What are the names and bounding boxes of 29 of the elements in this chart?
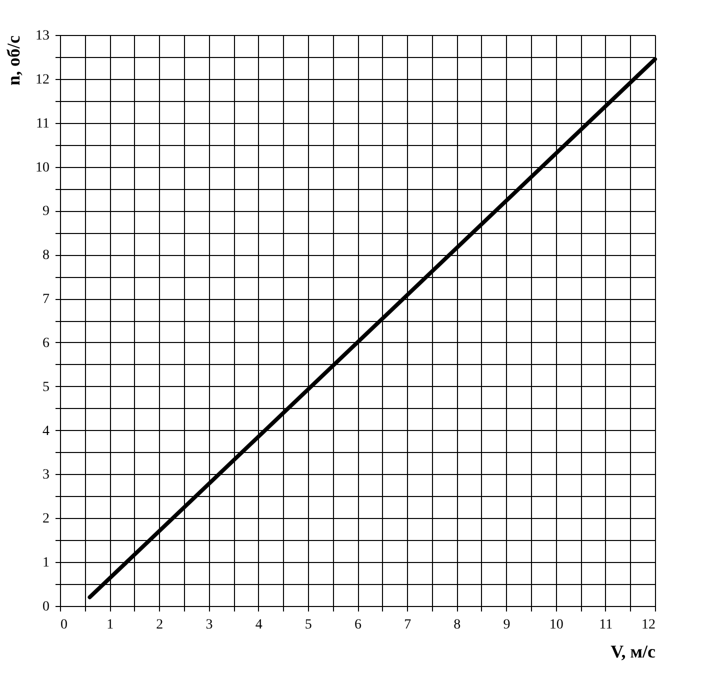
- x-tick-label: 6: [354, 618, 362, 632]
- x-tick-label: 9: [503, 618, 510, 632]
- x-tick-label: 11: [599, 618, 613, 632]
- x-tick-label: 7: [404, 618, 412, 632]
- x-tick-label: 10: [549, 618, 564, 632]
- x-tick-label: 0: [60, 618, 68, 632]
- x-tick-label: 1: [106, 618, 114, 632]
- y-tick-label: 3: [42, 468, 50, 483]
- y-axis-title: n, об/с: [4, 36, 24, 86]
- y-tick-label: 12: [36, 72, 50, 88]
- y-tick-label: 13: [36, 28, 50, 44]
- x-tick-label: 2: [156, 618, 164, 632]
- x-tick-label: 5: [304, 618, 312, 632]
- y-tick-label: 10: [36, 160, 50, 176]
- x-tick-label: 8: [454, 618, 461, 632]
- y-tick-label: 4: [42, 424, 50, 439]
- y-tick-label: 8: [42, 248, 50, 264]
- x-tick-label: 4: [255, 618, 262, 632]
- x-tick-label: 3: [206, 618, 213, 632]
- y-tick-label: 9: [42, 204, 50, 220]
- y-tick-label: 0: [42, 600, 50, 614]
- x-tick-label: 12: [642, 618, 656, 632]
- y-tick-label: 2: [42, 512, 50, 527]
- y-tick-label: 1: [42, 556, 50, 571]
- y-tick-label: 11: [36, 116, 50, 132]
- y-tick-label: 6: [42, 336, 50, 351]
- y-tick-label: 7: [42, 292, 50, 308]
- y-tick-label: 5: [42, 380, 50, 395]
- x-axis-title: V, м/с: [610, 642, 656, 662]
